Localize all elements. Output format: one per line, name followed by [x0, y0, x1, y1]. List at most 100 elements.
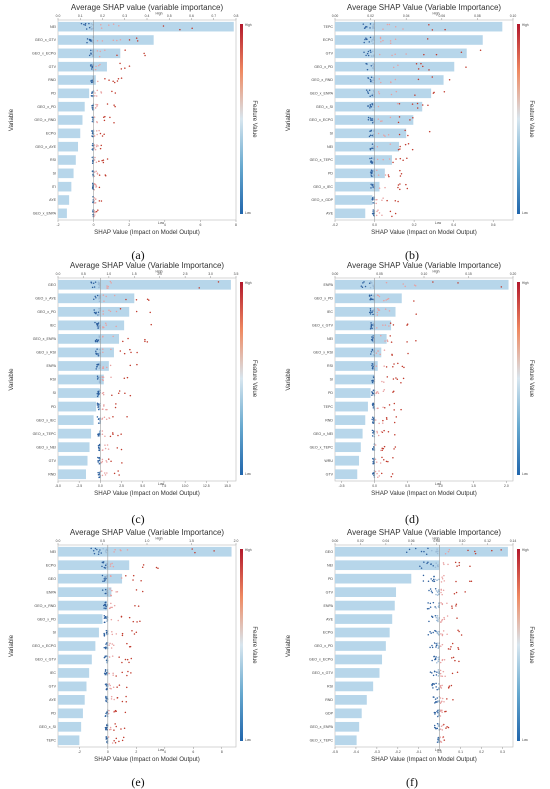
shap-point [370, 326, 372, 328]
shap-point [371, 340, 374, 342]
shap-point [371, 81, 373, 84]
shap-point [369, 36, 372, 39]
shap-point [417, 78, 420, 81]
shap-point [99, 63, 101, 66]
shap-point [110, 348, 112, 351]
shap-point [97, 354, 100, 357]
variable-label: ENPA [46, 364, 56, 368]
shap-point [407, 352, 409, 355]
shap-point [394, 446, 397, 448]
shap-point [363, 281, 365, 283]
importance-bar [58, 35, 154, 45]
shap-point [91, 65, 93, 68]
shap-point [434, 727, 437, 729]
shap-point [440, 621, 442, 623]
shap-point [368, 89, 371, 91]
shap-point [388, 158, 391, 160]
shap-point [96, 105, 98, 107]
shap-point [388, 23, 391, 26]
shap-point [115, 675, 117, 677]
shap-point [101, 460, 104, 463]
shap-point [370, 130, 372, 132]
variable-label: GTV [326, 472, 334, 476]
shap-point [106, 444, 109, 446]
shap-point [377, 118, 380, 120]
shap-point [371, 198, 373, 200]
shap-point [452, 698, 454, 701]
shap-point [105, 577, 107, 580]
shap-point [368, 135, 371, 138]
variable-label: GEO_x_RSI [313, 351, 333, 355]
importance-bar [335, 48, 467, 59]
bar-axis-tick-label: 0.02 [367, 14, 374, 18]
shap-point [397, 200, 399, 203]
shap-point [363, 27, 366, 29]
variable-label: PD [51, 405, 56, 409]
shap-point [90, 49, 92, 52]
shap-axis-tick-label: -2.5 [76, 484, 82, 488]
shap-point [92, 24, 94, 26]
shap-point [91, 79, 93, 81]
shap-point [370, 322, 372, 324]
shap-point [91, 92, 93, 94]
shap-point [110, 728, 112, 731]
bar-axis-tick-label: 1.5 [132, 272, 137, 276]
shap-point [383, 365, 385, 367]
shap-axis-tick-label: 8 [235, 223, 237, 227]
shap-point [365, 89, 368, 91]
variable-label: TEPC [323, 25, 333, 29]
colorbar [240, 549, 243, 741]
variable-label: GEO_x_ECPG [32, 52, 56, 56]
shap-point [393, 363, 395, 365]
shap-point [96, 294, 99, 297]
shap-point [100, 27, 103, 29]
shap-point [434, 657, 437, 660]
shap-point [391, 215, 393, 218]
shap-point [119, 39, 122, 41]
shap-point [91, 135, 93, 137]
shap-point [98, 284, 101, 286]
shap-point [433, 670, 436, 673]
shap-point [104, 115, 106, 118]
shap-point [93, 171, 96, 173]
bar-axis-tick-label: 3.0 [208, 272, 213, 276]
shap-point [121, 634, 124, 637]
importance-bar [335, 128, 407, 139]
shap-axis-tick-label: 4 [164, 223, 166, 227]
shap-point [393, 421, 396, 424]
shap-point [94, 547, 97, 550]
variable-label: GEO_x_PD [314, 644, 333, 648]
shap-point [113, 739, 115, 742]
shap-point [191, 27, 193, 29]
shap-point [102, 310, 104, 312]
y-axis-label: Variable [285, 634, 292, 657]
shap-point [440, 601, 442, 604]
shap-axis-tick-label: -2 [56, 223, 59, 227]
shap-point [141, 566, 144, 569]
shap-point [101, 159, 103, 162]
shap-point [381, 120, 383, 122]
shap-point [96, 121, 98, 124]
variable-label: GTV [49, 65, 57, 69]
shap-point [103, 416, 106, 418]
shap-point [110, 618, 113, 621]
shap-point [367, 77, 369, 79]
shap-point [426, 562, 428, 565]
shap-point [372, 461, 374, 463]
shap-point [447, 687, 450, 689]
shap-point [106, 285, 108, 287]
shap-point [373, 184, 376, 186]
bottom-low-label: Low [158, 748, 165, 752]
shap-point [115, 325, 117, 328]
shap-point [449, 648, 451, 650]
shap-point [372, 392, 375, 395]
shap-point [432, 565, 434, 567]
shap-point [389, 335, 391, 337]
shap-point [376, 169, 378, 171]
importance-bar [335, 279, 509, 290]
shap-point [109, 588, 111, 590]
shap-point [381, 214, 383, 217]
importance-bar [58, 347, 114, 358]
shap-point [111, 633, 114, 636]
variable-label: IEC [327, 310, 333, 314]
